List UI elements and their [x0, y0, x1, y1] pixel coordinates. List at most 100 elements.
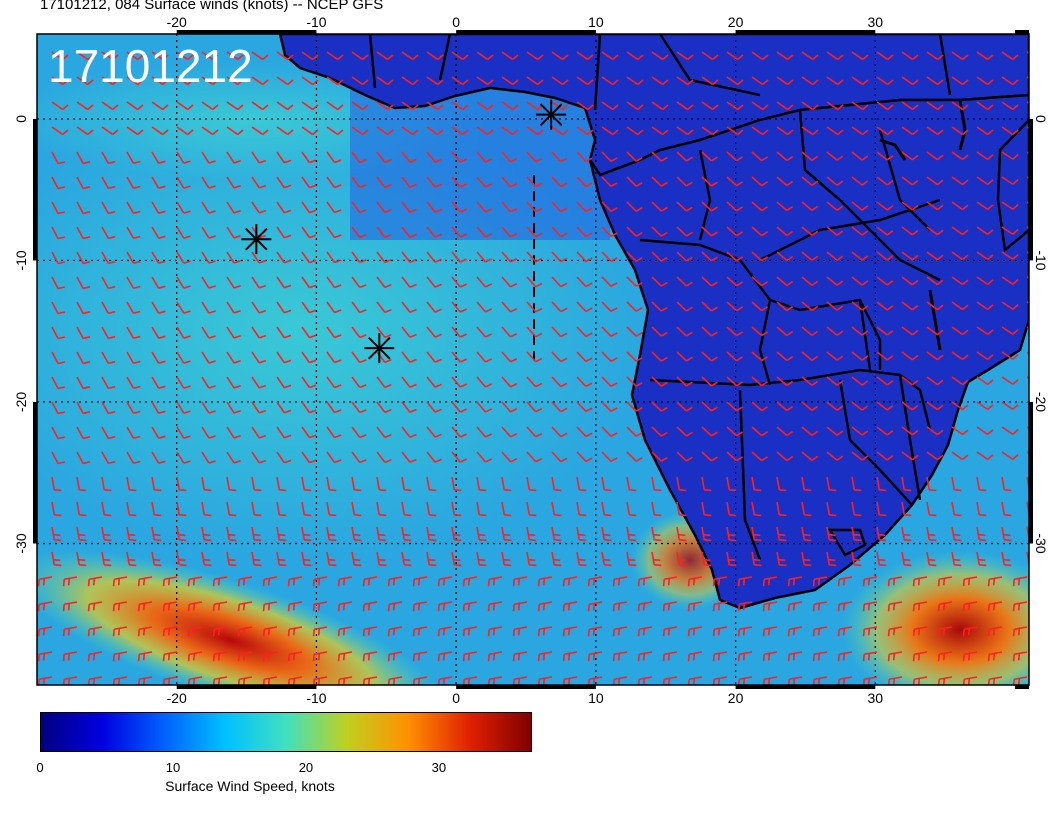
wind-barb	[401, 351, 417, 363]
wind-barb	[176, 351, 191, 364]
wind-barb	[926, 376, 944, 386]
wind-barb	[276, 101, 294, 111]
wind-barb	[837, 651, 853, 662]
wind-barb	[537, 601, 553, 612]
x-tick-top: 10	[588, 14, 604, 30]
wind-barb	[851, 226, 869, 236]
wind-barb	[537, 626, 553, 637]
wind-barb	[901, 501, 912, 517]
wind-barb	[912, 576, 928, 587]
wind-barb	[487, 626, 503, 637]
wind-barb	[412, 676, 428, 685]
wind-barb	[587, 626, 603, 637]
wind-barb	[976, 351, 994, 361]
wind-barb	[187, 676, 203, 685]
wind-barb	[576, 126, 594, 136]
wind-barb	[651, 126, 669, 136]
wind-barb	[826, 401, 844, 411]
wind-barb	[126, 101, 144, 111]
wind-barb	[476, 426, 493, 438]
wind-barb	[701, 451, 718, 462]
wind-barb	[751, 376, 769, 387]
wind-barb	[426, 226, 442, 238]
wind-barb	[887, 626, 903, 637]
wind-barb	[176, 451, 191, 464]
wind-barb	[37, 676, 53, 685]
wind-barb	[987, 651, 1003, 662]
wind-barb	[951, 451, 969, 461]
wind-barb	[101, 526, 112, 542]
wind-barb	[312, 676, 328, 685]
wind-barb	[876, 526, 887, 542]
wind-barb	[826, 76, 844, 86]
wind-barb	[201, 51, 219, 61]
wind-barb	[526, 351, 543, 363]
wind-barb	[637, 651, 653, 662]
wind-barb	[126, 376, 141, 390]
wind-barb	[276, 326, 292, 339]
wind-barb	[262, 626, 278, 637]
wind-barb	[301, 451, 317, 464]
wind-barb	[526, 226, 543, 238]
wind-barb	[151, 101, 169, 111]
wind-barb	[626, 376, 643, 387]
wind-barb	[776, 126, 794, 136]
colorbar-label: Surface Wind Speed, knots	[165, 778, 335, 794]
wind-barb	[176, 226, 191, 239]
wind-barb	[826, 526, 837, 542]
frame-bar-right	[1029, 401, 1033, 544]
wind-barb	[826, 301, 844, 311]
wind-barb	[462, 576, 478, 587]
wind-barb	[726, 476, 737, 492]
wind-barb	[101, 101, 119, 111]
wind-barb	[301, 126, 319, 136]
wind-barb	[851, 501, 862, 517]
wind-barb	[451, 376, 467, 388]
wind-barb	[101, 51, 119, 61]
wind-barb	[262, 576, 278, 587]
wind-barb	[376, 476, 387, 492]
frame-bar-top	[1015, 30, 1029, 34]
wind-barb	[926, 476, 937, 492]
wind-barb	[437, 626, 453, 637]
wind-barb	[651, 276, 668, 287]
wind-barb	[276, 526, 287, 542]
wind-barb	[276, 351, 292, 364]
wind-barb	[551, 276, 568, 288]
wind-barb	[651, 551, 662, 567]
wind-barb	[901, 351, 919, 361]
wind-barb	[576, 101, 594, 111]
wind-barb	[901, 51, 919, 61]
wind-barb	[76, 476, 87, 492]
wind-barb	[51, 401, 66, 415]
wind-barb	[526, 151, 543, 163]
wind-barb	[151, 501, 162, 517]
wind-barb	[126, 451, 141, 465]
wind-barb	[587, 676, 603, 685]
wind-barb	[826, 451, 844, 461]
wind-barb	[151, 176, 166, 189]
wind-barb	[226, 326, 241, 339]
wind-barb	[751, 501, 762, 517]
wind-barb	[301, 476, 312, 492]
wind-barb	[712, 601, 728, 612]
wind-barb	[851, 76, 869, 86]
wind-barb	[901, 151, 919, 161]
wind-barb	[587, 651, 603, 662]
wind-barb	[601, 76, 619, 86]
wind-barb	[826, 51, 844, 61]
wind-barb	[401, 501, 412, 517]
wind-barb	[801, 351, 819, 362]
wind-barb	[212, 676, 228, 685]
wind-barb	[987, 601, 1003, 612]
wind-barb	[226, 126, 244, 136]
wind-barb	[351, 551, 362, 567]
wind-barb	[801, 76, 819, 86]
wind-barb	[387, 651, 403, 662]
wind-barb	[76, 451, 91, 465]
wind-barb	[326, 426, 342, 439]
wind-barb	[162, 626, 178, 637]
wind-barb	[301, 426, 317, 439]
wind-barb	[412, 576, 428, 587]
wind-barb	[126, 401, 141, 415]
